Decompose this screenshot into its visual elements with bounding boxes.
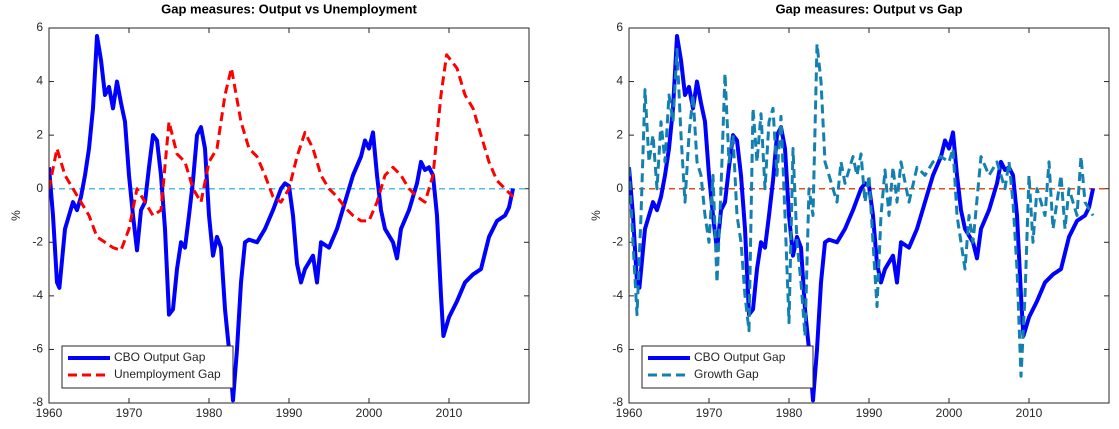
axes-background <box>629 28 1109 403</box>
x-tick-label: 2000 <box>936 406 963 420</box>
x-tick-label: 2010 <box>436 406 463 420</box>
y-tick-label: -8 <box>32 395 43 409</box>
x-tick-label: 1960 <box>616 406 643 420</box>
legend-label: Unemployment Gap <box>114 367 221 381</box>
series-line <box>629 34 1095 403</box>
legend: CBO Output Gap Growth Gap <box>641 345 814 389</box>
y-tick-label: 2 <box>616 127 623 141</box>
legend-label: CBO Output Gap <box>694 350 786 364</box>
axes-box <box>628 27 1110 404</box>
x-tick-label: 1980 <box>196 406 223 420</box>
y-tick-label: -4 <box>612 288 623 302</box>
axes-box <box>48 27 530 404</box>
y-tick-label: -2 <box>32 234 43 248</box>
x-tick-label: 1970 <box>696 406 723 420</box>
x-tick-label: 2010 <box>1016 406 1043 420</box>
series-line <box>49 53 515 252</box>
y-tick-label: 4 <box>616 74 623 88</box>
x-tick-label: 1970 <box>116 406 143 420</box>
x-tick-label: 1990 <box>276 406 303 420</box>
panel: Gap measures: Output vs Unemployment% -8 -… <box>9 1 530 420</box>
legend-box <box>641 345 814 389</box>
series-line <box>629 42 1095 378</box>
x-tick-label: 1990 <box>856 406 883 420</box>
chart-title: Gap measures: Output vs Unemployment <box>161 1 417 16</box>
y-tick-label: -6 <box>32 342 43 356</box>
y-tick-label: -8 <box>612 395 623 409</box>
x-tick-label: 1980 <box>776 406 803 420</box>
y-tick-label: 6 <box>616 20 623 34</box>
y-tick-label: 2 <box>36 127 43 141</box>
y-tick-label: 4 <box>36 74 43 88</box>
plot-area <box>49 34 529 403</box>
series-line <box>49 34 515 403</box>
plot-area <box>629 34 1109 403</box>
legend-label: CBO Output Gap <box>114 350 206 364</box>
legend-box <box>61 345 234 389</box>
y-tick-label: 0 <box>616 181 623 195</box>
y-tick-label: -2 <box>612 234 623 248</box>
y-axis-label: % <box>589 210 603 221</box>
legend-label: Growth Gap <box>694 367 759 381</box>
x-tick-label: 2000 <box>356 406 383 420</box>
y-tick-label: -4 <box>32 288 43 302</box>
y-tick-label: -6 <box>612 342 623 356</box>
y-tick-label: 0 <box>36 181 43 195</box>
y-tick-label: 6 <box>36 20 43 34</box>
panel: Gap measures: Output vs Gap% -8 -6 -4 -2 0 2 4 6… <box>589 1 1110 420</box>
x-tick-label: 1960 <box>36 406 63 420</box>
axes-background <box>49 28 529 403</box>
y-axis-label: % <box>9 210 23 221</box>
legend: CBO Output Gap Unemployment Gap <box>61 345 234 389</box>
chart-title: Gap measures: Output vs Gap <box>775 1 962 16</box>
